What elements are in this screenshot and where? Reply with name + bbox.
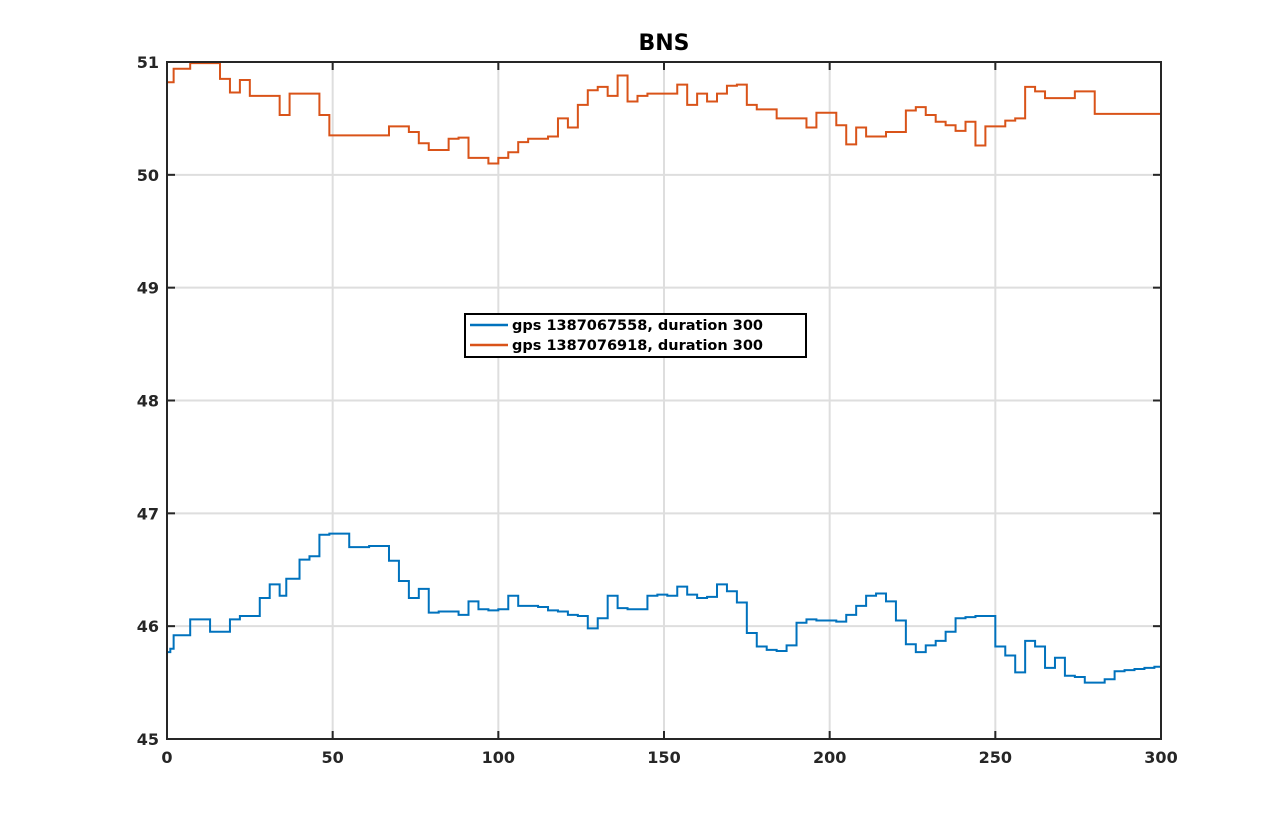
y-tick-label: 46 xyxy=(137,617,159,636)
legend[interactable]: gps 1387067558, duration 300 gps 13870769… xyxy=(464,313,807,358)
x-tick-label: 200 xyxy=(813,748,846,767)
x-tick-label: 150 xyxy=(647,748,680,767)
x-tick-label: 250 xyxy=(979,748,1012,767)
y-tick-label: 49 xyxy=(137,279,159,298)
ticks: 0 50 100 150 200 250 300 45 46 47 48 49 50 51 xyxy=(137,53,1178,767)
y-tick-label: 51 xyxy=(137,53,159,72)
chart-title: BNS xyxy=(638,31,689,56)
x-tick-label: 0 xyxy=(161,748,172,767)
x-tick-label: 50 xyxy=(322,748,344,767)
y-tick-label: 50 xyxy=(137,166,159,185)
legend-box xyxy=(464,313,807,358)
legend-label-2: gps 1387076918, duration 300 xyxy=(512,338,763,354)
series-group xyxy=(167,62,1161,684)
grid xyxy=(167,62,1161,739)
y-tick-label: 48 xyxy=(137,392,159,411)
series-line-2 xyxy=(167,62,1161,165)
y-tick-label: 45 xyxy=(137,730,159,749)
x-tick-label: 100 xyxy=(482,748,515,767)
series-line-1 xyxy=(167,532,1161,684)
x-tick-label: 300 xyxy=(1144,748,1177,767)
y-tick-label: 47 xyxy=(137,504,159,523)
legend-label-1: gps 1387067558, duration 300 xyxy=(512,318,763,334)
